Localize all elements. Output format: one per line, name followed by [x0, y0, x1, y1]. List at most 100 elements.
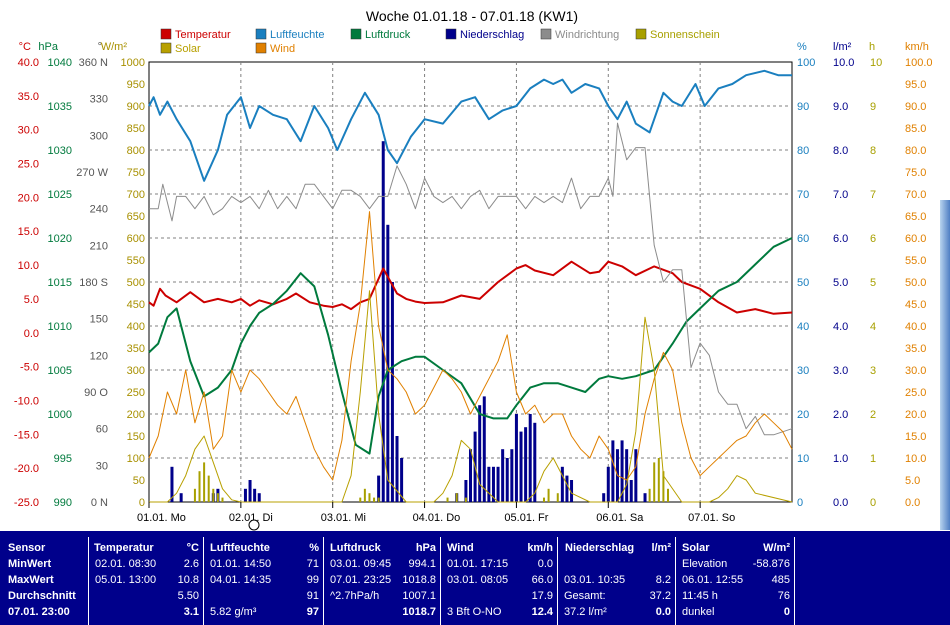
axis-tick-humidity: 40	[797, 321, 809, 333]
axis-unit-pressure: hPa	[38, 41, 58, 53]
bar-niederschlag	[570, 480, 574, 502]
bars	[170, 141, 669, 503]
stats-temperatur-value: 3.1	[183, 606, 199, 618]
axis-tick-direction: 360 N	[79, 57, 108, 69]
axis-tick-rain: 8.0	[833, 145, 848, 157]
axis-tick-rain: 5.0	[833, 277, 848, 289]
axis-tick-pressure: 1015	[48, 277, 72, 289]
bar-sonnenschein	[556, 493, 559, 502]
axis-tick-solar: 150	[127, 431, 145, 443]
bar-sonnenschein	[203, 462, 206, 502]
stats-temperatur-value: 5.50	[177, 590, 199, 602]
axis-tick-hours: 9	[870, 101, 876, 113]
bar-sonnenschein	[198, 471, 201, 502]
bar-niederschlag	[510, 449, 514, 502]
stats-temperatur: Temperatur °C 02.01. 08:30 2.6 05.01. 13:0…	[89, 531, 203, 625]
axis-tick-wind: 55.0	[905, 255, 926, 267]
axis-tick-wind: 50.0	[905, 277, 926, 289]
stats-luftdruck-unit: hPa	[415, 542, 436, 554]
stats-temperatur-header: Temperatur	[94, 542, 154, 554]
stats-solar-value: 485	[771, 574, 790, 586]
legend-swatch	[160, 28, 172, 40]
axis-tick-temp: 0.0	[24, 328, 39, 340]
bar-niederschlag	[643, 493, 647, 502]
stats-solar-unit: W/m²	[763, 542, 790, 554]
bar-sonnenschein	[657, 458, 660, 502]
axis-tick-direction: 300	[90, 130, 108, 142]
axis-tick-pressure: 1025	[48, 189, 72, 201]
stats-luftdruck-value: 994.1	[408, 558, 436, 570]
axis-tick-solar: 800	[127, 145, 145, 157]
bar-niederschlag	[625, 449, 629, 502]
axis-tick-humidity: 20	[797, 409, 809, 421]
stats-wind-label: 01.01. 17:15	[447, 558, 509, 570]
grid	[149, 62, 792, 502]
axis-unit-solar: W/m²	[101, 41, 128, 53]
axis-tick-direction: 210	[90, 240, 108, 252]
axis-tick-direction: 240	[90, 204, 108, 216]
series-luftfeuchte	[148, 69, 792, 182]
axis-tick-solar: 950	[127, 79, 145, 91]
axis-tick-wind: 60.0	[905, 233, 926, 245]
legend-label: Sonnenschein	[650, 29, 720, 41]
bar-niederschlag	[505, 458, 509, 502]
bar-niederschlag	[519, 431, 523, 502]
bar-niederschlag	[565, 475, 569, 502]
bar-niederschlag	[606, 466, 610, 502]
time-cursor-handle[interactable]	[248, 519, 260, 531]
stats-separator	[323, 537, 324, 625]
bar-niederschlag	[400, 458, 404, 502]
stats-temperatur-value: 2.6	[183, 558, 199, 570]
stats-temperatur-label: 05.01. 13:00	[95, 574, 157, 586]
axis-tick-pressure: 1035	[48, 101, 72, 113]
axis-tick-solar: 250	[127, 387, 145, 399]
axis-tick-direction: 90 O	[84, 387, 108, 399]
stats-separator	[440, 537, 441, 625]
stats-luftdruck-label: 03.01. 09:45	[330, 558, 392, 570]
stats-separator	[203, 537, 204, 625]
axis-tick-solar: 500	[127, 277, 145, 289]
bar-niederschlag	[487, 466, 491, 502]
stats-temperatur-label: 02.01. 08:30	[95, 558, 157, 570]
axis-tick-wind: 45.0	[905, 299, 926, 311]
series-wind	[148, 211, 793, 481]
x-tick-label: 02.01. Di	[229, 512, 273, 524]
bar-niederschlag	[528, 414, 532, 502]
axis-tick-rain: 4.0	[833, 321, 848, 333]
axis-tick-wind: 40.0	[905, 321, 926, 333]
stats-temperatur-unit: °C	[186, 542, 199, 554]
axis-tick-pressure: 1040	[48, 57, 72, 69]
legend-label: Windrichtung	[555, 29, 619, 41]
stats-separator	[88, 537, 89, 625]
series-solar	[149, 290, 793, 503]
axis-tick-temp: -25.0	[14, 497, 39, 509]
stats-row-max: MaxWert	[8, 574, 54, 586]
bar-sonnenschein	[221, 497, 224, 502]
x-tick-label: 07.01. So	[688, 512, 735, 524]
stats-separator	[794, 537, 795, 625]
stats-luftfeuchte-label: 04.01. 14:35	[210, 574, 272, 586]
axis-tick-solar: 400	[127, 321, 145, 333]
stats-solar-label: Elevation	[682, 558, 728, 570]
x-tick-label: 01.01. Mo	[137, 512, 186, 524]
stats-solar-label: 11:45 h	[682, 590, 718, 602]
axis-tick-wind: 5.0	[905, 475, 920, 487]
stats-luftfeuchte-label: 01.01. 14:50	[210, 558, 272, 570]
stats-sensor: Sensor MinWert MaxWert Durchschnitt 07.0…	[0, 531, 88, 625]
legend-label: Wind	[270, 43, 295, 55]
axis-tick-temp: 35.0	[18, 91, 39, 103]
axis-tick-wind: 75.0	[905, 167, 926, 179]
axis-tick-direction: 120	[90, 350, 108, 362]
axis-tick-wind: 15.0	[905, 431, 926, 443]
bar-niederschlag	[170, 466, 174, 502]
axis-tick-wind: 90.0	[905, 101, 926, 113]
axis-tick-temp: 5.0	[24, 294, 39, 306]
weather-chart: Woche 01.01.18 - 07.01.18 (KW1) Temperat…	[14, 8, 933, 531]
stats-separator	[675, 537, 676, 625]
bar-niederschlag	[634, 449, 638, 502]
axis-tick-wind: 35.0	[905, 343, 926, 355]
axis-unit-direction: °	[98, 41, 102, 53]
axis-unit-humidity: %	[797, 41, 807, 53]
axis-tick-hours: 3	[870, 365, 876, 377]
bar-niederschlag	[602, 493, 606, 502]
